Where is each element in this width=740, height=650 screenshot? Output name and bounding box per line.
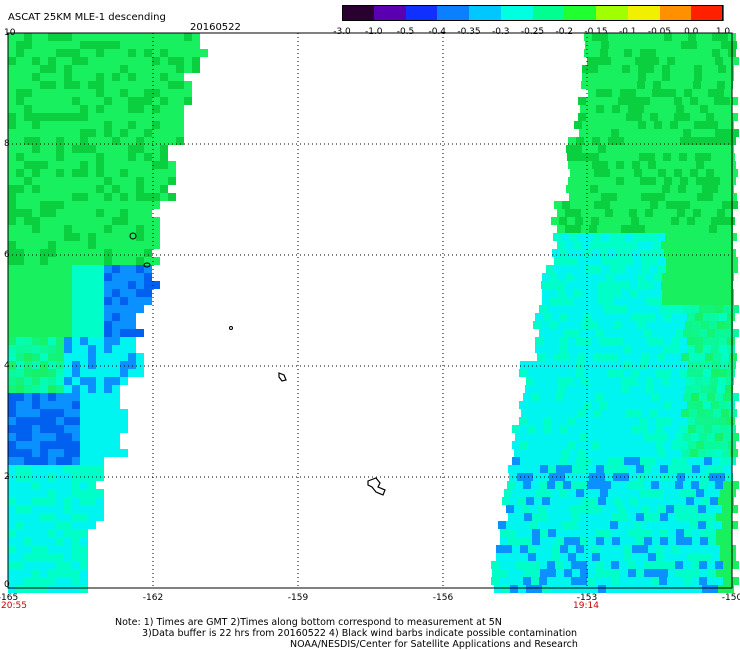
colorbar-label: 0.0 bbox=[684, 27, 699, 37]
time-label-left: 20:55 bbox=[1, 601, 27, 611]
colorbar-label: -0.25 bbox=[520, 27, 545, 37]
x-label-162: -162 bbox=[142, 593, 164, 603]
colorbar-swatch bbox=[627, 5, 660, 21]
colorbar-label: -0.1 bbox=[618, 27, 637, 37]
product-title: ASCAT 25KM MLE-1 descending bbox=[8, 12, 166, 23]
product-date: 20160522 bbox=[190, 22, 241, 33]
x-label-150: -150 bbox=[721, 593, 740, 603]
note-line-2: 3)Data buffer is 22 hrs from 20160522 4)… bbox=[142, 628, 578, 639]
colorbar-label: -1.0 bbox=[364, 27, 383, 37]
note-line-3: NOAA/NESDIS/Center for Satellite Applica… bbox=[290, 639, 578, 650]
colorbar-swatch bbox=[532, 5, 565, 21]
colorbar-swatch bbox=[373, 5, 406, 21]
colorbar-label: -0.15 bbox=[584, 27, 608, 37]
colorbar-swatch bbox=[437, 5, 470, 21]
colorbar-swatch bbox=[405, 5, 438, 21]
colorbar-swatch bbox=[659, 5, 692, 21]
colorbar-label: -0.2 bbox=[555, 27, 574, 37]
islands bbox=[129, 232, 386, 496]
y-label-6: 6 bbox=[4, 250, 10, 260]
y-label-8: 8 bbox=[4, 139, 10, 149]
colorbar-label: -0.3 bbox=[491, 27, 510, 37]
colorbar-label: -0.35 bbox=[457, 27, 481, 37]
left-swath bbox=[8, 33, 208, 593]
colorbar-frame bbox=[342, 5, 723, 21]
colorbar-swatch bbox=[469, 5, 502, 21]
colorbar-swatch bbox=[691, 5, 724, 21]
island-outline bbox=[229, 326, 233, 330]
colorbar-label: 1.0 bbox=[715, 27, 731, 37]
time-label-right: 19:14 bbox=[573, 601, 599, 611]
colorbar-label: -3.0 bbox=[333, 27, 351, 37]
map-plot bbox=[7, 32, 739, 593]
colorbar-swatch bbox=[500, 5, 533, 21]
y-label-0: 0 bbox=[4, 580, 10, 590]
colorbar-label: -0.05 bbox=[647, 27, 672, 37]
colorbar-swatch bbox=[596, 5, 629, 21]
map-frame bbox=[7, 32, 733, 589]
island-outline bbox=[367, 477, 386, 496]
note-line-1: Note: 1) Times are GMT 2)Times along bot… bbox=[115, 617, 502, 628]
gridlines bbox=[8, 33, 732, 588]
colorbar-label: -0.5 bbox=[396, 27, 415, 37]
y-label-10: 10 bbox=[4, 28, 16, 38]
y-label-4: 4 bbox=[4, 361, 10, 371]
x-label-156: -156 bbox=[432, 593, 454, 603]
y-label-2: 2 bbox=[4, 472, 10, 482]
island-outline bbox=[129, 232, 137, 240]
right-swath bbox=[491, 33, 739, 593]
x-label-159: -159 bbox=[287, 593, 309, 603]
colorbar-swatch bbox=[564, 5, 597, 21]
x-label-165: -165 bbox=[0, 593, 19, 603]
colorbar-swatch bbox=[342, 5, 375, 21]
island-outline bbox=[143, 262, 151, 268]
colorbar-label: -0.4 bbox=[428, 27, 447, 37]
x-label-153: -153 bbox=[576, 593, 598, 603]
island-outline bbox=[278, 372, 287, 382]
